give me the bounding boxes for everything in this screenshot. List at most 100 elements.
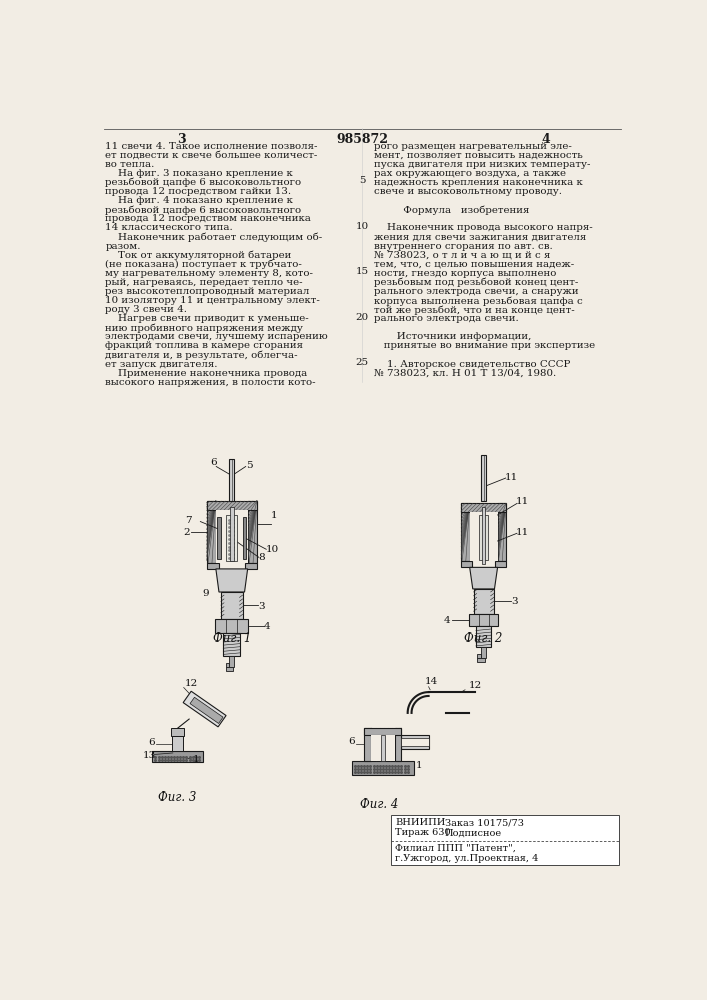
Text: фракций топлива в камере сгорания: фракций топлива в камере сгорания xyxy=(105,341,303,350)
Text: 4: 4 xyxy=(542,133,550,146)
Text: высокого напряжения, в полости кото-: высокого напряжения, в полости кото- xyxy=(105,378,316,387)
Bar xyxy=(364,728,371,761)
Text: 2: 2 xyxy=(183,528,190,537)
Text: 8: 8 xyxy=(258,553,264,562)
Bar xyxy=(172,736,183,751)
Text: Источники информации,: Источники информации, xyxy=(373,332,531,341)
Text: 985872: 985872 xyxy=(336,133,388,146)
Text: г.Ужгород, ул.Проектная, 4: г.Ужгород, ул.Проектная, 4 xyxy=(395,854,539,863)
Text: 14 классического типа.: 14 классического типа. xyxy=(105,223,233,232)
Text: рез высокотеплопроводный материал: рез высокотеплопроводный материал xyxy=(105,287,310,296)
Bar xyxy=(230,656,234,667)
Text: рального электрода свечи.: рального электрода свечи. xyxy=(373,314,518,323)
Text: 6: 6 xyxy=(210,458,216,467)
Text: свече и высоковольтному проводу.: свече и высоковольтному проводу. xyxy=(373,187,561,196)
Text: Фиг. 3: Фиг. 3 xyxy=(158,791,197,804)
Text: Фиг. 2: Фиг. 2 xyxy=(464,632,503,645)
Text: 11 свечи 4. Такое исполнение позволя-: 11 свечи 4. Такое исполнение позволя- xyxy=(105,142,318,151)
Text: рого размещен нагревательный эле-: рого размещен нагревательный эле- xyxy=(373,142,571,151)
Text: Применение наконечника провода: Применение наконечника провода xyxy=(105,369,308,378)
Bar xyxy=(371,735,395,761)
Bar xyxy=(474,589,493,614)
Bar xyxy=(223,633,240,656)
Text: 12: 12 xyxy=(185,679,199,688)
Bar xyxy=(229,459,235,501)
Bar xyxy=(170,728,185,736)
Bar xyxy=(376,744,390,761)
Text: той же резьбой, что и на конце цент-: той же резьбой, что и на конце цент- xyxy=(373,305,574,315)
Text: во тепла.: во тепла. xyxy=(105,160,155,169)
Text: 1: 1 xyxy=(271,511,278,520)
Text: рального электрода свечи, а снаружи: рального электрода свечи, а снаружи xyxy=(373,287,578,296)
Bar xyxy=(216,510,247,563)
Bar xyxy=(495,561,506,567)
Text: Нагрев свечи приводит к уменьше-: Нагрев свечи приводит к уменьше- xyxy=(105,314,309,323)
Text: 25: 25 xyxy=(356,358,368,367)
Text: Ток от аккумуляторной батареи: Ток от аккумуляторной батареи xyxy=(105,251,292,260)
Bar xyxy=(482,507,485,564)
Polygon shape xyxy=(190,697,223,723)
Text: 9: 9 xyxy=(202,589,209,598)
Text: На фиг. 3 показано крепление к: На фиг. 3 показано крепление к xyxy=(105,169,293,178)
Text: ВНИИПИ: ВНИИПИ xyxy=(395,818,445,827)
Text: роду 3 свечи 4.: роду 3 свечи 4. xyxy=(105,305,187,314)
Text: № 738023, кл. Н 01 Т 13/04, 1980.: № 738023, кл. Н 01 Т 13/04, 1980. xyxy=(373,369,556,378)
Text: 11: 11 xyxy=(505,473,518,482)
Text: Наконечник провода высокого напря-: Наконечник провода высокого напря- xyxy=(373,223,592,232)
Bar xyxy=(230,507,234,561)
Bar xyxy=(477,658,485,662)
Text: 13: 13 xyxy=(143,751,156,760)
Text: (не показана) поступает к трубчато-: (не показана) поступает к трубчато- xyxy=(105,260,303,269)
Text: 4: 4 xyxy=(264,622,270,631)
Text: Формула   изобретения: Формула изобретения xyxy=(373,205,529,215)
Text: На фиг. 4 показано крепление к: На фиг. 4 показано крепление к xyxy=(105,196,293,205)
Bar xyxy=(402,738,428,746)
Bar xyxy=(226,515,237,561)
Text: резьбовой цапфе 6 высоковольтного: резьбовой цапфе 6 высоковольтного xyxy=(105,178,302,187)
Text: 3: 3 xyxy=(510,597,518,606)
Text: 11: 11 xyxy=(516,528,530,537)
Bar xyxy=(364,728,402,735)
Bar xyxy=(206,501,216,563)
Text: корпуса выполнена резьбовая цапфа с: корпуса выполнена резьбовая цапфа с xyxy=(373,296,583,306)
Text: 4: 4 xyxy=(444,616,451,625)
Text: ности, гнездо корпуса выполнено: ности, гнездо корпуса выполнено xyxy=(373,269,556,278)
Text: 15: 15 xyxy=(356,267,368,276)
Text: пуска двигателя при низких температу-: пуска двигателя при низких температу- xyxy=(373,160,590,169)
Text: резьбовой цапфе 6 высоковольтного: резьбовой цапфе 6 высоковольтного xyxy=(105,205,302,215)
Text: 10 изолятору 11 и центральному элект-: 10 изолятору 11 и центральному элект- xyxy=(105,296,320,305)
Text: внутреннего сгорания по авт. св.: внутреннего сгорания по авт. св. xyxy=(373,242,552,251)
Text: 12: 12 xyxy=(469,681,482,690)
Text: ет запуск двигателя.: ет запуск двигателя. xyxy=(105,360,218,369)
Text: 5: 5 xyxy=(246,461,252,470)
Bar xyxy=(498,503,506,561)
Text: Подписное: Подписное xyxy=(445,828,502,837)
Bar xyxy=(476,626,491,647)
Bar xyxy=(380,735,385,761)
Text: электродами свечи, лучшему испарению: электродами свечи, лучшему испарению xyxy=(105,332,328,341)
Text: 1: 1 xyxy=(416,761,423,770)
Text: тем, что, с целью повышения надеж-: тем, что, с целью повышения надеж- xyxy=(373,260,574,269)
Text: му нагревательному элементу 8, кото-: му нагревательному элементу 8, кото- xyxy=(105,269,313,278)
Text: 6: 6 xyxy=(348,737,355,746)
Text: провода 12 посредством наконечника: провода 12 посредством наконечника xyxy=(105,214,311,223)
Bar xyxy=(391,815,619,865)
Text: Филиал ППП "Патент",: Филиал ППП "Патент", xyxy=(395,844,516,853)
Bar xyxy=(469,512,498,561)
Bar xyxy=(481,455,486,501)
Bar xyxy=(479,515,489,560)
Text: 1. Авторское свидетельство СССР: 1. Авторское свидетельство СССР xyxy=(373,360,570,369)
Text: резьбовым под резьбовой конец цент-: резьбовым под резьбовой конец цент- xyxy=(373,278,578,287)
Bar xyxy=(247,501,257,563)
Text: ет подвести к свече большее количест-: ет подвести к свече большее количест- xyxy=(105,151,318,160)
Text: Фиг. 1: Фиг. 1 xyxy=(213,632,251,645)
Bar xyxy=(395,728,402,761)
Text: Тираж 630: Тираж 630 xyxy=(395,828,451,837)
Bar xyxy=(152,751,203,762)
Bar xyxy=(461,561,472,567)
Bar xyxy=(221,592,243,619)
Text: Заказ 10175/73: Заказ 10175/73 xyxy=(445,818,524,827)
Text: разом.: разом. xyxy=(105,242,141,251)
Bar xyxy=(481,647,486,658)
Text: 10: 10 xyxy=(356,222,368,231)
